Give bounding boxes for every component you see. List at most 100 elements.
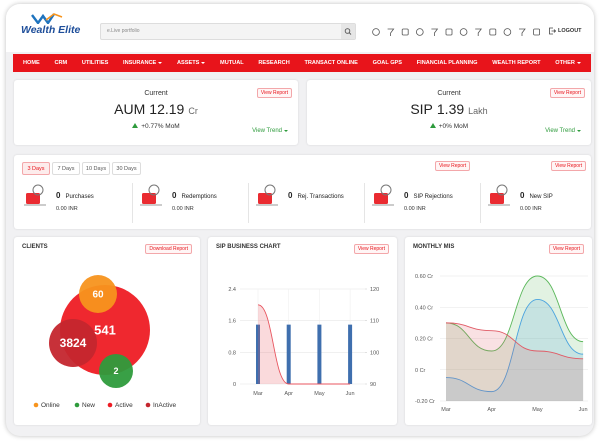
view-report-button[interactable]: View Report (435, 161, 471, 171)
view-report-button[interactable]: View Report (549, 88, 585, 98)
view-report-button[interactable]: View Report (353, 244, 389, 254)
nav-caret (158, 62, 163, 64)
up-arrow (132, 123, 139, 128)
nav-bar: HOME CRM UTILITIES INSURANCE ASSETS MUTUAL RES… (13, 54, 591, 72)
y-tick-label: 0 Cr (415, 368, 426, 374)
nav-label: ASSETS (176, 60, 200, 66)
view-report-button[interactable]: View Report (551, 161, 587, 171)
up-arrow (429, 123, 436, 128)
view-trend[interactable]: View Trend (252, 128, 288, 134)
y2-tick-label: 90 (370, 382, 376, 388)
change-text: +0% MoM (438, 123, 469, 130)
logo-swoosh (45, 13, 63, 21)
bubble (49, 319, 97, 367)
nav-item[interactable]: ASSETS (176, 60, 206, 66)
toolbar-icon[interactable] (372, 28, 380, 36)
toolbar-icon[interactable] (533, 28, 541, 36)
logo[interactable]: Wealth Elite (21, 24, 81, 36)
icon-shape (445, 28, 453, 36)
nav-item[interactable]: TRANSACT ONLINE (304, 60, 357, 66)
nav-item[interactable]: UTILITIES (82, 60, 108, 66)
view-report-button[interactable]: View Report (256, 88, 292, 98)
time-tab[interactable]: 3 Days (22, 162, 50, 175)
nav-label: OTHER (555, 60, 575, 66)
time-tab[interactable]: 30 Days (112, 162, 141, 175)
toolbar-icon[interactable] (401, 28, 409, 36)
nav-item[interactable]: OTHER (555, 60, 581, 66)
change: +0.77% MoM (14, 123, 298, 130)
logout-button[interactable]: LOGOUT (548, 27, 582, 35)
x-tick-label: Apr (487, 407, 496, 413)
area (446, 322, 584, 401)
nav-item[interactable]: MUTUAL (220, 60, 244, 66)
mis-chart: -0.20 Cr 0 Cr 0.20 Cr 0.40 Cr 0.60 Cr Mar Apr M… (415, 274, 588, 413)
toolbar-icons (372, 28, 541, 36)
nav-item[interactable]: GOAL GPS (373, 60, 402, 66)
bar (348, 324, 353, 384)
logout-icon (549, 27, 556, 35)
nav-label: RESEARCH (258, 60, 290, 66)
view-trend-label: View Trend (545, 128, 575, 134)
toolbar-icon[interactable] (431, 28, 439, 36)
activity-label: SIP Rejections (413, 194, 453, 200)
icon-shape (490, 193, 504, 204)
toolbar-icon[interactable] (519, 28, 526, 36)
legend-label: Online (41, 402, 60, 409)
toolbar-icon[interactable] (503, 28, 512, 36)
nav-label: MUTUAL (220, 60, 244, 66)
icon-shape (148, 184, 160, 196)
icon-shape (380, 184, 392, 196)
legend-label: InActive (153, 402, 177, 409)
toolbar-icon[interactable] (415, 28, 424, 36)
line (445, 298, 584, 393)
y-tick-label: 0.60 Cr (415, 274, 433, 280)
x-tick-label: Jun (579, 407, 588, 413)
separator (364, 183, 365, 223)
caption: Current (144, 90, 168, 97)
activity-count: 0 (404, 191, 409, 200)
search-button[interactable] (341, 24, 355, 39)
icon-shape (387, 28, 395, 36)
search-box[interactable]: e.Live portfolio (100, 23, 356, 40)
time-tab[interactable]: 10 Days (82, 162, 110, 175)
metric-value: 1.39 (436, 101, 465, 117)
toolbar-icon[interactable] (459, 28, 468, 36)
icon-shape (26, 193, 40, 204)
headline: AUM 12.19 Cr (14, 101, 298, 117)
search-placeholder: e.Live portfolio (107, 28, 140, 34)
nav-item[interactable]: CRM (54, 60, 67, 66)
nav-label: HOME (23, 60, 40, 66)
legend-label: Active (115, 402, 133, 409)
bubble (99, 354, 133, 388)
bar (286, 324, 291, 384)
nav-item[interactable]: HOME (23, 60, 40, 66)
toolbar-icon[interactable] (489, 28, 497, 36)
metric-unit: Lakh (468, 106, 488, 116)
activity-count: 0 (520, 191, 525, 200)
toolbar-icon[interactable] (387, 28, 395, 36)
nav-label: TRANSACT ONLINE (304, 60, 358, 66)
view-trend[interactable]: View Trend (545, 128, 581, 134)
icon-shape (503, 28, 512, 36)
toolbar-icon[interactable] (445, 28, 453, 36)
y-tick-label: 0 (233, 382, 236, 388)
nav-item[interactable]: RESEARCH (258, 60, 289, 66)
download-report-button[interactable]: Download Report (145, 244, 192, 254)
summary-card: View Report Current SIP 1.39 Lakh +0% MoM View… (307, 80, 591, 145)
x-tick-label: Jun (346, 391, 355, 397)
bar (317, 324, 322, 384)
search-icon (344, 28, 352, 35)
separator (248, 183, 249, 223)
activity-line: 0 Rej. Transactions (288, 185, 344, 203)
nav-item[interactable]: FINANCIAL PLANNING (417, 60, 478, 66)
nav-item[interactable]: INSURANCE (123, 60, 163, 66)
toolbar-icon[interactable] (475, 28, 482, 36)
time-tab[interactable]: 7 Days (52, 162, 80, 175)
metric-unit: Cr (188, 106, 198, 116)
icon-shape (489, 28, 497, 36)
change-text: +0.77% MoM (141, 123, 180, 130)
nav-item[interactable]: WEALTH REPORT (492, 60, 540, 66)
logo-w (31, 13, 55, 24)
view-report-button[interactable]: View Report (548, 244, 584, 254)
